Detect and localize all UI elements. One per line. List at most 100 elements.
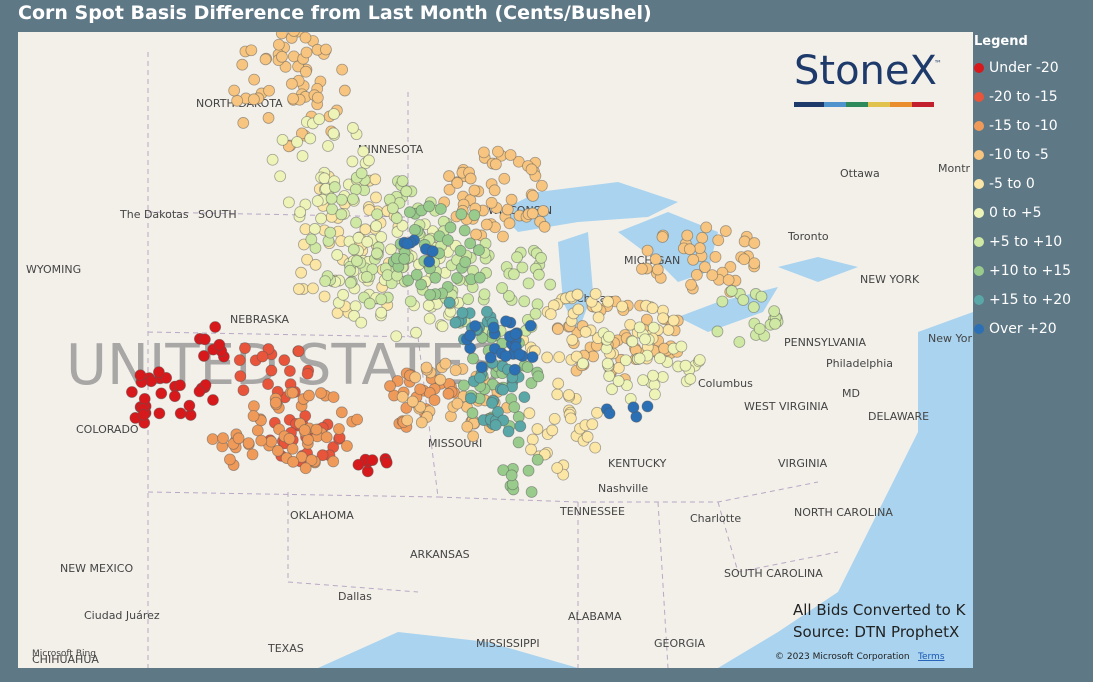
- bid-point: [375, 231, 388, 243]
- bid-point: [546, 424, 559, 437]
- legend-item[interactable]: -10 to -5: [974, 140, 1093, 169]
- bid-point: [301, 253, 314, 266]
- bid-point: [633, 321, 646, 334]
- bid-point: [406, 395, 419, 408]
- bid-point: [571, 288, 584, 301]
- bid-point: [548, 412, 561, 425]
- bid-point: [526, 433, 539, 446]
- bid-point: [341, 440, 353, 452]
- place-label: TENNESSEE: [559, 505, 625, 518]
- bid-point: [328, 108, 340, 120]
- place-label: ARKANSAS: [410, 548, 470, 561]
- bid-point: [649, 253, 662, 266]
- bid-point: [502, 290, 515, 302]
- bid-point: [478, 288, 491, 301]
- bid-point: [516, 261, 529, 274]
- place-label: WYOMING: [26, 263, 81, 276]
- bid-point: [748, 237, 761, 249]
- bid-point: [415, 278, 427, 291]
- bid-point: [351, 413, 364, 426]
- bid-point: [532, 268, 545, 281]
- bid-point: [586, 418, 599, 431]
- bid-point: [464, 392, 477, 405]
- bid-point: [616, 300, 629, 313]
- bid-point: [566, 334, 579, 346]
- bid-point: [347, 243, 360, 256]
- bid-point: [497, 464, 510, 477]
- bid-point: [422, 299, 435, 312]
- logo-mark: ™: [934, 59, 942, 68]
- bid-point: [636, 262, 648, 275]
- bid-point: [248, 93, 260, 106]
- place-label: TEXAS: [267, 642, 304, 655]
- bid-point: [251, 424, 264, 437]
- bid-point: [320, 43, 332, 56]
- bid-point: [337, 288, 350, 301]
- bid-point: [287, 455, 300, 468]
- bid-point: [302, 433, 314, 446]
- legend-item[interactable]: +10 to +15: [974, 256, 1093, 285]
- bid-point: [352, 458, 365, 471]
- bid-point: [522, 277, 535, 290]
- bid-point: [248, 73, 261, 86]
- bid-point: [287, 92, 299, 105]
- legend-item[interactable]: -20 to -15: [974, 82, 1093, 111]
- bid-point: [335, 208, 348, 221]
- legend: Legend Under -20 -20 to -15 -15 to -10 -10 …: [974, 34, 1093, 343]
- bid-point: [768, 305, 781, 318]
- legend-item[interactable]: -15 to -10: [974, 111, 1093, 140]
- place-label: New York: [928, 332, 973, 345]
- bid-point: [371, 247, 383, 260]
- bid-point: [396, 390, 409, 403]
- legend-label: -10 to -5: [989, 146, 1049, 163]
- bid-point: [390, 330, 403, 343]
- bid-point: [521, 361, 534, 374]
- bid-point: [737, 294, 750, 306]
- bid-point: [496, 282, 508, 294]
- bid-point: [481, 305, 493, 318]
- bid-point: [320, 431, 333, 444]
- bid-point: [526, 207, 539, 220]
- bid-point: [500, 315, 512, 328]
- legend-label: +10 to +15: [989, 262, 1072, 279]
- bid-point: [361, 235, 374, 248]
- bid-point: [527, 189, 539, 202]
- legend-swatch: [974, 62, 984, 73]
- legend-item[interactable]: Over +20: [974, 314, 1093, 343]
- terms-link[interactable]: Terms: [917, 652, 945, 662]
- place-label: MISSOURI: [428, 437, 482, 450]
- bid-point: [725, 285, 738, 297]
- bid-point: [443, 183, 456, 196]
- bid-point: [375, 306, 388, 319]
- legend-item[interactable]: Under -20: [974, 53, 1093, 82]
- bid-point: [531, 298, 544, 311]
- bid-point: [198, 350, 210, 362]
- place-label: PENNSYLVANIA: [784, 336, 866, 349]
- legend-item[interactable]: +5 to +10: [974, 227, 1093, 256]
- bid-point: [265, 364, 278, 377]
- bid-point: [601, 357, 614, 370]
- bid-point: [633, 352, 646, 365]
- legend-label: -5 to 0: [989, 175, 1035, 192]
- bid-point: [508, 363, 521, 376]
- bid-point: [711, 325, 724, 338]
- legend-swatch: [974, 149, 984, 160]
- bid-point: [454, 244, 467, 257]
- bid-point: [357, 145, 370, 158]
- bid-point: [458, 379, 470, 392]
- bid-point: [366, 454, 379, 467]
- bid-point: [168, 390, 181, 403]
- bid-point: [322, 140, 334, 152]
- bid-point: [386, 202, 399, 215]
- borders: [147, 52, 839, 668]
- place-label: Nashville: [598, 482, 648, 495]
- legend-item[interactable]: -5 to 0: [974, 169, 1093, 198]
- legend-item[interactable]: 0 to +5: [974, 198, 1093, 227]
- bid-point: [562, 389, 575, 401]
- bid-point: [451, 397, 464, 410]
- bid-point: [286, 386, 299, 399]
- bid-point: [477, 146, 490, 159]
- legend-item[interactable]: +15 to +20: [974, 285, 1093, 314]
- legend-title: Legend: [974, 34, 1028, 49]
